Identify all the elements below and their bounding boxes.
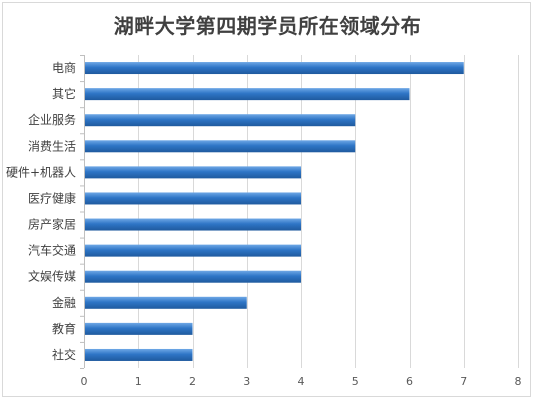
bar [85,218,301,231]
category-label: 消费生活 [28,139,76,153]
bar [85,192,301,205]
category-label: 金融 [52,295,76,310]
x-tick-label: 2 [189,375,196,388]
category-label: 医疗健康 [28,190,76,205]
gridlines [80,55,519,369]
x-tick-label: 6 [406,375,413,388]
bar [85,114,356,127]
bars [85,62,464,361]
x-tick-label: 1 [135,375,142,388]
category-label: 社交 [52,347,76,362]
category-label: 文娱传媒 [28,269,76,284]
category-label: 房产家居 [28,217,76,232]
bar [85,166,301,179]
x-tick-label: 3 [243,375,250,388]
chart-title: 湖畔大学第四期学员所在领域分布 [113,14,422,38]
bar [85,322,193,335]
bar [85,140,356,153]
x-tick-label: 0 [81,375,88,388]
bar [85,88,410,101]
x-tick-label: 4 [298,375,305,388]
x-tick-labels: 0 1 2 3 4 5 6 7 8 [81,375,522,388]
category-label: 教育 [52,321,76,336]
bar [85,348,193,361]
bar [85,244,301,257]
bar [85,296,247,309]
x-tick-label: 8 [515,375,522,388]
category-label: 其它 [52,86,76,101]
x-tick-label: 5 [352,375,359,388]
category-label: 硬件+机器人 [6,165,76,179]
x-tick-label: 7 [460,375,467,388]
bar [85,270,301,283]
category-label: 企业服务 [28,112,76,127]
bar [85,62,464,75]
category-label: 汽车交通 [28,243,76,258]
category-label: 电商 [52,60,76,75]
